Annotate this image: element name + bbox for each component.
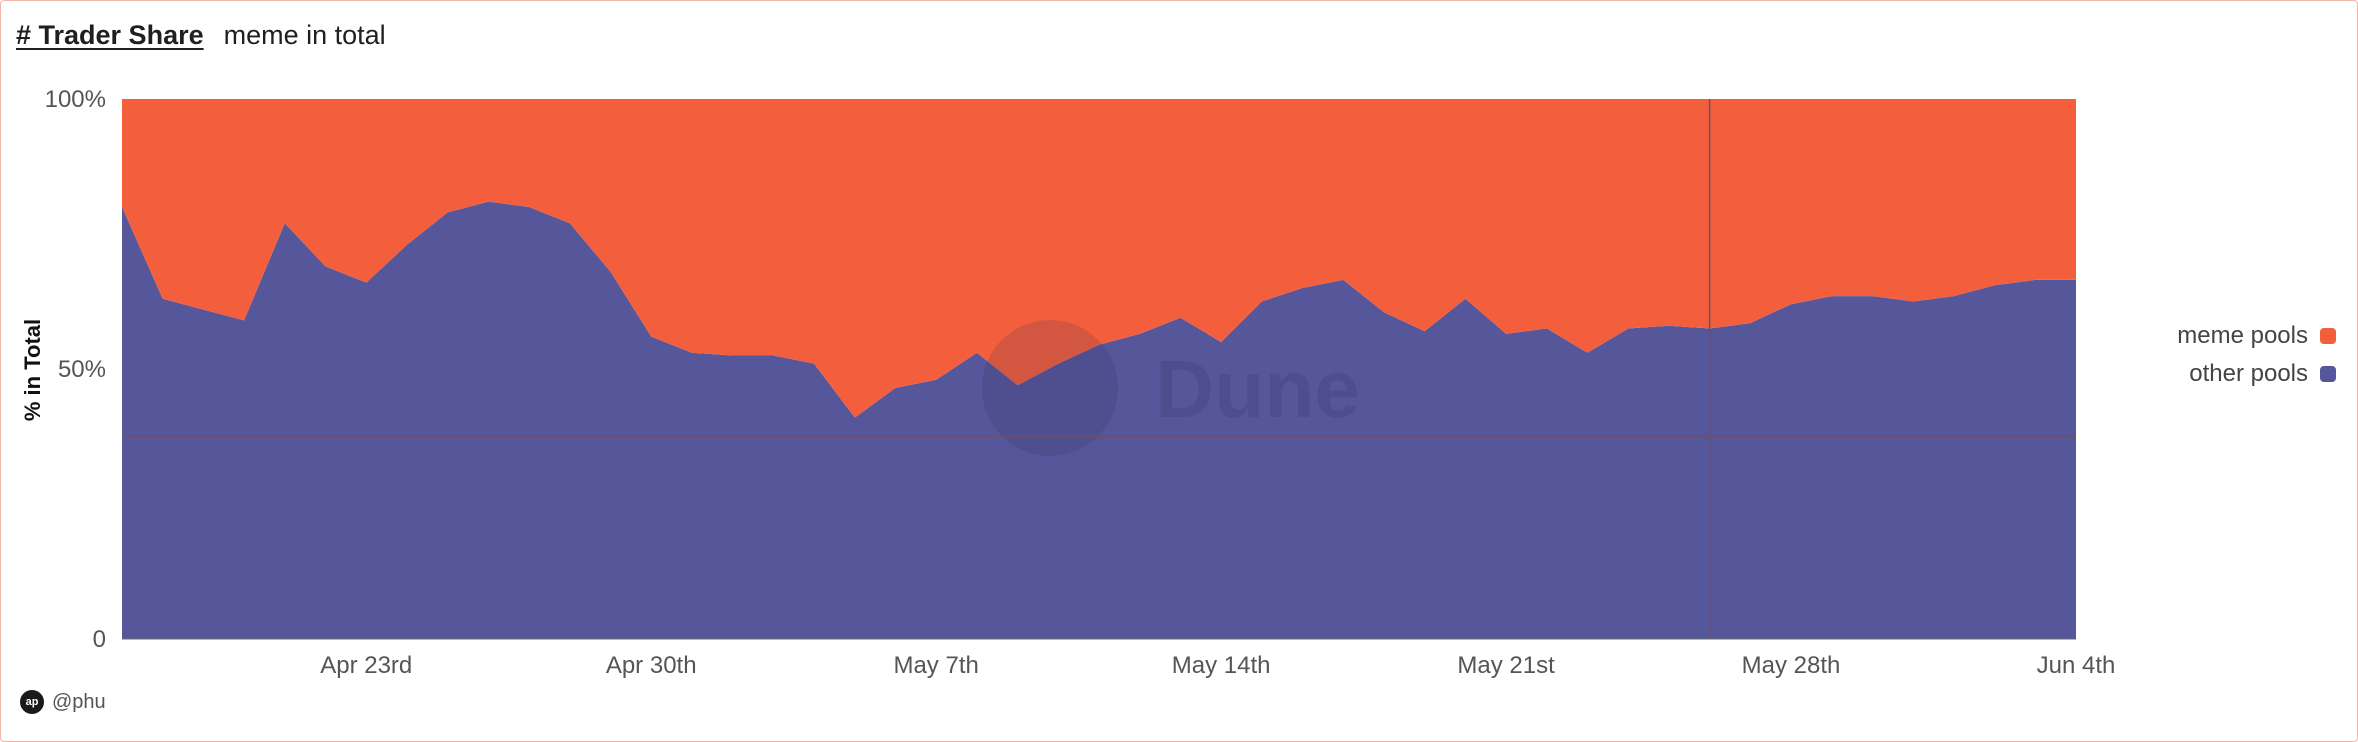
- author-handle: @phu: [52, 690, 106, 713]
- y-tick-label: 0: [93, 626, 106, 653]
- legend-item-meme-pools[interactable]: meme pools: [2177, 322, 2336, 350]
- x-tick-label: May 14th: [1172, 652, 1271, 679]
- chart-header: # Trader Share meme in total: [16, 20, 386, 51]
- legend-label: meme pools: [2177, 322, 2308, 349]
- x-tick-label: Apr 23rd: [320, 652, 412, 679]
- author-avatar: ap: [20, 690, 44, 714]
- legend-swatch: [2320, 328, 2336, 344]
- x-tick-label: May 7th: [893, 652, 978, 679]
- legend-item-other-pools[interactable]: other pools: [2189, 360, 2336, 388]
- y-tick-label: 50%: [58, 356, 106, 383]
- area-meme-pools: [122, 99, 2076, 418]
- x-tick-label: May 28th: [1742, 652, 1841, 679]
- legend-label: other pools: [2189, 360, 2308, 387]
- x-tick-label: May 21st: [1457, 652, 1555, 679]
- chart-title-link[interactable]: # Trader Share: [16, 20, 204, 50]
- legend-swatch: [2320, 366, 2336, 382]
- legend: meme pools other pools: [2177, 322, 2336, 388]
- x-tick-label: Jun 4th: [2037, 652, 2116, 679]
- area-other-pools: [122, 201, 2076, 639]
- watermark-text: Dune: [1155, 344, 1360, 435]
- x-tick-label: Apr 30th: [606, 652, 697, 679]
- dune-logo-icon: [982, 320, 1118, 456]
- y-tick-label: 100%: [45, 86, 106, 113]
- dune-watermark: Dune: [982, 320, 1360, 456]
- author-footer[interactable]: ap @phu: [20, 690, 106, 714]
- chart-subtitle: meme in total: [223, 20, 386, 50]
